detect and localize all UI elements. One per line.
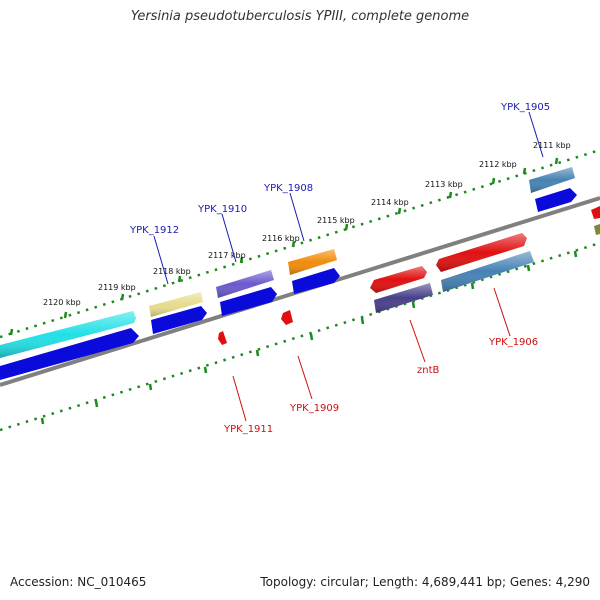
inner-tick-ring [0, 241, 600, 432]
gene-labels: YPK_1905 YPK_1908 YPK_1910 YPK_1912 YPK_… [129, 102, 550, 435]
cds-arrow[interactable] [535, 188, 577, 212]
gene-label-ypk1911[interactable]: YPK_1911 [223, 424, 273, 435]
cds-arrow[interactable] [220, 287, 277, 316]
gene-label-ypk1908[interactable]: YPK_1908 [263, 183, 313, 194]
label-leaders [153, 111, 544, 422]
small-gene-ypk1911[interactable] [218, 331, 227, 345]
kbp-labels: 2111 kbp 2112 kbp 2113 kbp 2114 kbp 2115… [43, 141, 571, 307]
genome-stats-text: Topology: circular; Length: 4,689,441 bp… [260, 575, 590, 589]
genome-title: Yersinia pseudotuberculosis YPIII, compl… [130, 9, 470, 24]
accession-text: Accession: NC_010465 [10, 575, 147, 589]
outer-tick-ring [0, 148, 600, 339]
gene-label-ypk1912[interactable]: YPK_1912 [129, 225, 179, 236]
forward-gene-row [0, 167, 600, 358]
cds-row [0, 188, 577, 380]
tick-label: 2111 kbp [533, 141, 571, 150]
tick-label: 2119 kbp [98, 283, 136, 292]
tick-label: 2117 kbp [208, 251, 246, 260]
small-gene-ypk1909[interactable] [281, 310, 293, 325]
inner-major-ticks [40, 250, 578, 425]
cds-arrow[interactable] [151, 306, 207, 334]
tick-label: 2116 kbp [262, 234, 300, 243]
tick-label: 2114 kbp [371, 198, 409, 207]
gene-label-ypk1905[interactable]: YPK_1905 [500, 102, 550, 113]
gene-label-zntb[interactable]: zntB [417, 365, 440, 376]
gene-label-ypk1906[interactable]: YPK_1906 [488, 337, 538, 348]
reverse-gene-row [218, 224, 600, 345]
tick-label: 2113 kbp [425, 180, 463, 189]
cds-arrow[interactable] [292, 268, 340, 294]
tick-label: 2118 kbp [153, 267, 191, 276]
gene-block-red-edge[interactable] [591, 206, 600, 219]
tick-label: 2112 kbp [479, 160, 517, 169]
gene-label-ypk1910[interactable]: YPK_1910 [197, 204, 247, 215]
cds-arrow[interactable] [0, 328, 139, 380]
outer-major-ticks [9, 157, 559, 336]
gene-label-ypk1909[interactable]: YPK_1909 [289, 403, 339, 414]
tick-label: 2120 kbp [43, 298, 81, 307]
tick-label: 2115 kbp [317, 216, 355, 225]
gene-block-olive-edge[interactable] [594, 224, 600, 235]
